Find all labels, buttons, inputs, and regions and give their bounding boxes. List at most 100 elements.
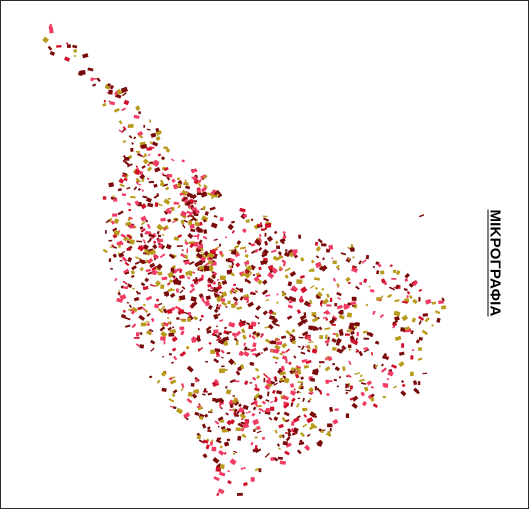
parcel-mark xyxy=(254,387,260,392)
parcel-mark xyxy=(166,207,173,211)
parcel-mark xyxy=(206,192,214,197)
parcel-mark xyxy=(118,252,125,258)
parcel-mark xyxy=(262,279,268,285)
parcel-mark xyxy=(322,257,325,261)
parcel-mark xyxy=(336,291,342,297)
parcel-mark xyxy=(191,393,198,399)
parcel-mark xyxy=(245,219,251,224)
parcel-mark xyxy=(298,336,304,339)
parcel-mark xyxy=(196,336,202,343)
parcel-mark xyxy=(290,288,296,292)
parcel-mark xyxy=(308,392,313,395)
parcel-mark xyxy=(197,253,203,258)
parcel-mark xyxy=(143,248,150,254)
parcel-mark xyxy=(192,271,196,274)
parcel-mark xyxy=(146,322,151,327)
parcel-mark xyxy=(124,316,131,321)
parcel-mark xyxy=(135,177,141,183)
parcel-mark xyxy=(278,267,284,272)
parcel-mark xyxy=(292,427,299,434)
parcel-mark xyxy=(116,240,123,246)
parcel-mark xyxy=(292,251,297,256)
parcel-mark xyxy=(204,413,209,418)
parcel-mark xyxy=(250,347,257,353)
parcel-mark xyxy=(291,328,296,333)
parcel-mark xyxy=(190,296,197,302)
parcel-mark xyxy=(178,298,181,302)
parcel-mark xyxy=(200,314,205,318)
parcel-mark xyxy=(176,245,183,248)
parcel-mark xyxy=(157,234,162,238)
parcel-mark xyxy=(332,277,336,282)
parcel-mark xyxy=(361,259,367,264)
parcel-mark xyxy=(174,218,178,221)
parcel-mark xyxy=(202,174,208,180)
parcel-mark xyxy=(306,344,311,350)
parcel-mark xyxy=(345,276,351,283)
parcel-mark xyxy=(332,315,338,320)
parcel-mark xyxy=(206,426,211,430)
parcel-mark xyxy=(252,342,257,348)
parcel-mark xyxy=(359,374,363,378)
parcel-mark xyxy=(335,264,340,269)
parcel-mark xyxy=(139,344,145,349)
parcel-mark xyxy=(173,277,177,281)
parcel-mark xyxy=(392,320,399,325)
parcel-mark xyxy=(353,304,358,309)
parcel-mark xyxy=(144,230,149,235)
parcel-mark xyxy=(191,337,196,343)
parcel-mark xyxy=(128,124,134,128)
parcel-mark xyxy=(324,365,331,372)
parcel-mark xyxy=(363,347,369,350)
parcel-mark xyxy=(250,477,255,482)
parcel-mark xyxy=(141,177,145,183)
parcel-mark xyxy=(180,219,185,225)
parcel-mark xyxy=(258,408,264,412)
parcel-mark xyxy=(150,132,157,138)
parcel-mark xyxy=(230,260,235,266)
parcel-mark xyxy=(285,419,290,423)
parcel-mark xyxy=(404,326,411,331)
parcel-mark xyxy=(283,402,290,409)
parcel-mark xyxy=(194,221,200,227)
parcel-mark xyxy=(219,319,224,322)
parcel-mark xyxy=(281,259,287,264)
parcel-mark xyxy=(213,246,220,251)
parcel-mark xyxy=(401,379,405,384)
parcel-mark xyxy=(135,105,141,111)
parcel-mark xyxy=(112,227,118,232)
parcel-mark xyxy=(383,383,389,388)
parcel-mark xyxy=(135,290,139,294)
parcel-mark xyxy=(192,216,197,222)
parcel-mark xyxy=(283,262,286,267)
parcel-mark xyxy=(139,171,144,175)
parcel-mark xyxy=(331,337,337,343)
parcel-mark xyxy=(152,253,160,260)
parcel-mark xyxy=(260,259,268,266)
parcel-mark xyxy=(168,353,172,356)
parcel-mark xyxy=(256,223,260,227)
parcel-mark xyxy=(413,380,418,386)
parcel-mark xyxy=(126,163,133,168)
parcel-mark xyxy=(145,197,153,203)
parcel-mark xyxy=(134,261,140,265)
parcel-mark xyxy=(268,310,273,315)
parcel-mark xyxy=(315,261,322,269)
parcel-mark xyxy=(155,298,160,302)
parcel-mark xyxy=(299,275,305,279)
parcel-mark xyxy=(225,385,228,389)
parcel-mark xyxy=(105,218,111,224)
parcel-mark xyxy=(228,409,234,411)
parcel-mark xyxy=(125,324,131,328)
parcel-mark xyxy=(309,397,312,401)
parcel-mark xyxy=(352,256,355,259)
parcel-mark xyxy=(213,238,218,242)
parcel-mark xyxy=(365,254,370,260)
parcel-mark xyxy=(176,317,180,320)
parcel-mark xyxy=(308,268,315,273)
parcel-mark xyxy=(165,243,172,250)
parcel-mark xyxy=(172,254,177,258)
parcel-mark xyxy=(82,53,89,59)
parcel-mark xyxy=(122,92,127,97)
parcel-mark xyxy=(130,270,135,275)
